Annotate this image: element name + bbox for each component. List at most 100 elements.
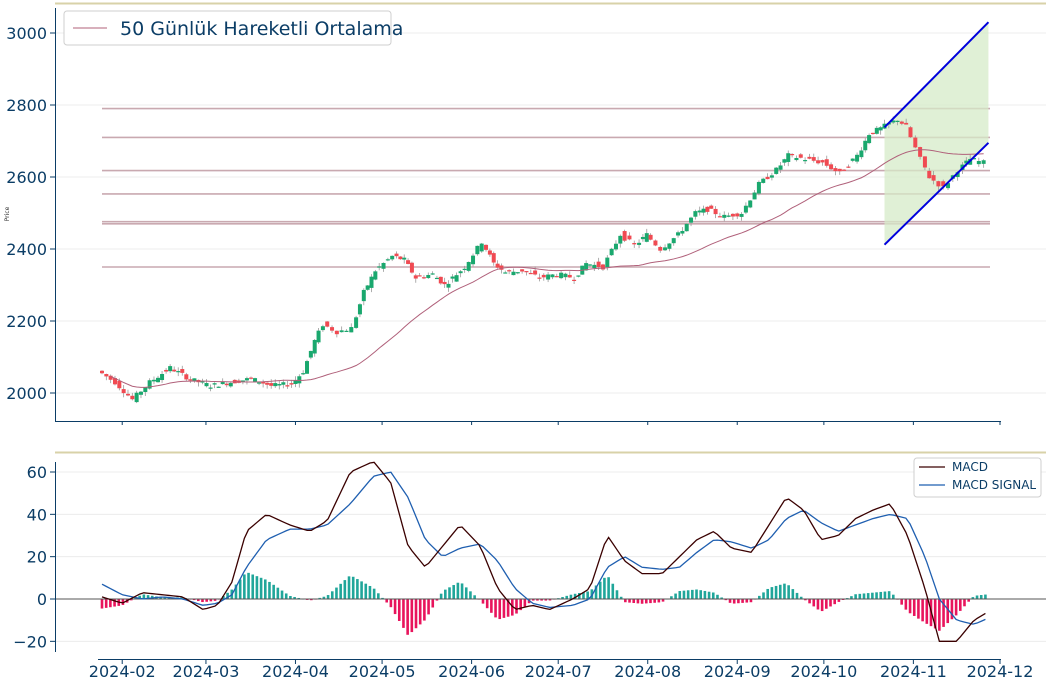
candle-body <box>261 381 266 384</box>
histogram-bar <box>372 588 376 599</box>
histogram-bar <box>887 591 891 599</box>
candle-body <box>705 206 710 212</box>
histogram-bar <box>511 599 514 616</box>
candle-body <box>592 264 597 269</box>
histogram-bar <box>360 581 363 599</box>
histogram-bar <box>481 599 485 604</box>
histogram-bar <box>825 599 828 609</box>
candle-body <box>739 213 744 217</box>
candle-body <box>438 276 443 284</box>
candle-body <box>487 250 492 255</box>
histogram-bar <box>268 581 271 599</box>
histogram-bar <box>678 591 682 599</box>
macd-x-tick-label: 2024-12 <box>967 662 1034 681</box>
histogram-bar <box>774 585 778 599</box>
candle-body <box>413 275 418 279</box>
candle-body <box>316 330 321 343</box>
candle-body <box>289 383 294 385</box>
candle-body <box>394 253 399 257</box>
histogram-bar <box>444 589 447 599</box>
candle-body <box>117 380 122 389</box>
histogram-bar <box>469 591 472 599</box>
candle-body <box>913 137 918 148</box>
histogram-bar <box>272 584 275 599</box>
candle-body <box>790 153 795 156</box>
histogram-bar <box>904 599 908 610</box>
candle-body <box>406 260 411 264</box>
histogram-bar <box>276 587 280 599</box>
candle-body <box>640 236 645 240</box>
candle-body <box>918 147 923 157</box>
candle-body <box>752 192 757 200</box>
histogram-bar <box>464 587 468 599</box>
candle-body <box>637 242 642 245</box>
candle-body <box>156 377 161 383</box>
candle-body <box>475 245 480 255</box>
candle-body <box>471 255 476 265</box>
candle-body <box>244 378 249 381</box>
histogram-bar <box>963 599 966 607</box>
candle-body <box>824 159 829 166</box>
price-x-tick-marks <box>121 421 1001 425</box>
candle-body <box>330 327 335 331</box>
histogram-bar <box>548 599 552 601</box>
candle-body <box>184 374 189 380</box>
candle-body <box>717 216 722 218</box>
histogram-bar <box>531 599 535 601</box>
histogram-bar <box>850 596 853 599</box>
candle-body <box>596 261 601 268</box>
histogram-bar <box>351 576 355 599</box>
candle-body <box>499 265 504 270</box>
histogram-bar <box>732 599 736 604</box>
candle-body <box>671 238 676 244</box>
histogram-bar <box>289 595 292 599</box>
histogram-bar <box>707 591 711 599</box>
histogram-bar <box>335 587 338 599</box>
candle-body <box>377 266 382 268</box>
histogram-bar <box>439 593 443 599</box>
histogram-bar <box>833 599 836 605</box>
histogram-bar <box>104 599 108 608</box>
candle-body <box>180 369 185 373</box>
histogram-bar <box>799 596 803 599</box>
candle-body <box>778 165 783 170</box>
histogram-bar <box>498 599 502 620</box>
histogram-bar <box>640 599 644 604</box>
histogram-bar <box>598 581 602 599</box>
histogram-bar <box>519 599 522 611</box>
histogram-bar <box>473 595 476 599</box>
candle-body <box>121 389 126 394</box>
histogram-bar <box>762 592 765 599</box>
candle-body <box>430 273 435 275</box>
price-y-tick-label: 3000 <box>6 24 47 43</box>
histogram-bar <box>586 591 589 599</box>
histogram-bar <box>418 599 422 625</box>
histogram-bar <box>448 587 451 599</box>
candle-body <box>863 140 868 151</box>
histogram-bar <box>783 583 786 599</box>
candle-body <box>782 159 787 163</box>
macd-y-tick-label: −20 <box>13 632 47 651</box>
candle-body <box>663 247 668 251</box>
candle-body <box>870 132 875 135</box>
candle-body <box>803 160 808 162</box>
histogram-bar <box>490 599 493 613</box>
histogram-bar <box>745 599 749 603</box>
candle-body <box>648 234 653 240</box>
histogram-bar <box>703 590 707 599</box>
histogram-bar <box>130 599 133 601</box>
candle-body <box>151 379 156 382</box>
candle-body <box>927 170 932 179</box>
histogram-bar <box>502 599 506 618</box>
price-y-tick-label: 2200 <box>6 312 47 331</box>
candle-body <box>511 271 516 276</box>
candle-body <box>922 156 927 168</box>
candle-body <box>807 156 812 159</box>
histogram-bar <box>569 594 573 599</box>
histogram-bar <box>163 597 167 599</box>
candle-body <box>100 370 104 374</box>
candle-body <box>693 211 698 217</box>
histogram-bar <box>691 589 694 599</box>
histogram-bar <box>837 599 841 602</box>
